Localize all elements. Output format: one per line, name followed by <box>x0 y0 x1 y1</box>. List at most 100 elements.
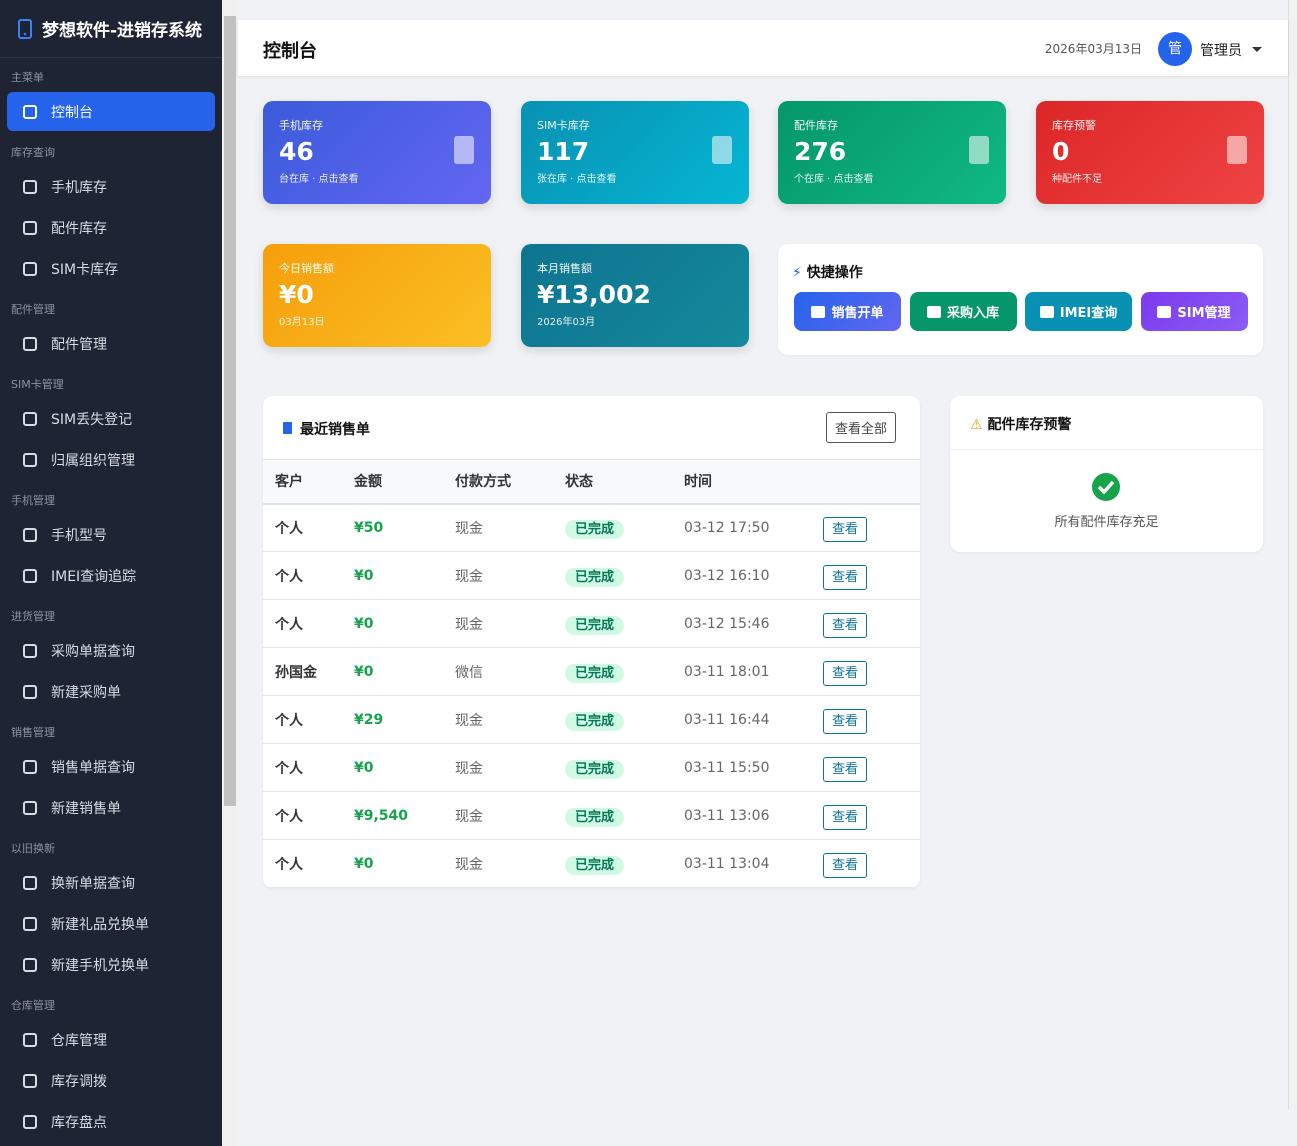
cell: 已完成 <box>565 503 684 552</box>
nav-item[interactable]: 新建采购单 <box>7 672 215 711</box>
stat-card[interactable]: SIM卡库存 117 张在库 · 点击查看 <box>521 101 749 204</box>
nav-icon <box>23 452 37 467</box>
cell: ¥9,540 <box>354 791 455 840</box>
cell: ¥0 <box>354 599 455 648</box>
nav-item[interactable]: 库存盘点 <box>7 1102 215 1141</box>
nav-item[interactable]: 新建手机兑换单 <box>7 945 215 984</box>
status-badge: 已完成 <box>565 760 625 779</box>
view-button[interactable]: 查看 <box>823 661 868 686</box>
nav-item[interactable]: 配件管理 <box>7 324 215 363</box>
nav-icon <box>23 916 37 931</box>
view-all-button[interactable]: 查看全部 <box>826 412 897 443</box>
nav-icon <box>23 336 37 351</box>
nav-item[interactable]: 库存调拨 <box>7 1061 215 1100</box>
order-row: 个人 ¥0 现金 已完成 03-11 13:04 查看 <box>263 839 920 888</box>
nav-item[interactable]: 控制台 <box>7 92 215 131</box>
cell: 查看 <box>823 695 920 744</box>
view-button[interactable]: 查看 <box>823 613 868 638</box>
nav-item[interactable]: 仓库管理 <box>7 1020 215 1059</box>
view-button[interactable]: 查看 <box>823 709 868 734</box>
stat-label: SIM卡库存 <box>537 119 590 132</box>
cell: ¥0 <box>354 647 455 696</box>
quick-button[interactable]: SIM管理 <box>1140 292 1248 331</box>
cell: 个人 <box>263 695 354 744</box>
view-button[interactable]: 查看 <box>823 757 868 782</box>
cell: 已完成 <box>565 839 684 888</box>
stat-note: 台在库 · 点击查看 <box>279 174 359 185</box>
stat-card[interactable]: 手机库存 46 台在库 · 点击查看 <box>263 101 491 204</box>
nav-icon <box>23 104 37 119</box>
stat-icon <box>712 136 732 164</box>
nav-label: 销售单据查询 <box>51 759 135 776</box>
nav-icon <box>23 179 37 194</box>
stat-icon <box>454 136 474 164</box>
nav-icon <box>23 1073 37 1088</box>
nav-item[interactable]: 销售单据查询 <box>7 747 215 786</box>
nav-item[interactable]: 换新单据查询 <box>7 863 215 902</box>
section-title: 库存查询 <box>11 146 55 159</box>
stat-card[interactable]: 配件库存 276 个在库 · 点击查看 <box>778 101 1006 204</box>
quick-panel: ⚡ 快捷操作 销售开单 采购入库 IMEI查询 SIM管理 <box>778 244 1263 355</box>
view-button[interactable]: 查看 <box>823 853 868 878</box>
nav-item[interactable]: SIM丢失登记 <box>7 399 215 438</box>
view-button[interactable]: 查看 <box>823 805 868 830</box>
orders-panel: 最近销售单 查看全部 客户 金额 付款方式 状态 时间 个人 ¥50 现金 已完成 03-12 1… <box>263 396 920 888</box>
nav-item[interactable]: 新建销售单 <box>7 788 215 827</box>
panel-title: ⚡ 快捷操作 <box>792 265 863 281</box>
cell: 个人 <box>263 551 354 600</box>
stat-icon <box>1227 136 1247 164</box>
nav-item[interactable]: 配件库存 <box>7 208 215 247</box>
column-header: 状态 <box>565 459 684 505</box>
nav-item[interactable]: 手机型号 <box>7 515 215 554</box>
scrollbar <box>222 0 238 1146</box>
cell: 查看 <box>823 839 920 888</box>
nav-item[interactable]: IMEI查询追踪 <box>7 556 215 595</box>
stat-label: 配件库存 <box>794 119 838 132</box>
quick-button[interactable]: IMEI查询 <box>1025 292 1132 331</box>
cell: 已完成 <box>565 791 684 840</box>
cell: ¥29 <box>354 695 455 744</box>
cell: 已完成 <box>565 551 684 600</box>
cell: 现金 <box>455 599 565 648</box>
cell: 查看 <box>823 647 920 696</box>
cell: 已完成 <box>565 647 684 696</box>
cell: 查看 <box>823 743 920 792</box>
user-name[interactable]: 管理员 <box>1200 43 1242 59</box>
cell: 个人 <box>263 791 354 840</box>
nav-item[interactable]: 新建礼品兑换单 <box>7 904 215 943</box>
nav-label: 新建销售单 <box>51 800 121 817</box>
nav-item[interactable]: SIM卡库存 <box>7 249 215 288</box>
page-title: 控制台 <box>263 41 317 62</box>
panel-title-text: 快捷操作 <box>806 265 863 281</box>
nav-label: IMEI查询追踪 <box>51 568 137 585</box>
nav-icon <box>23 261 37 276</box>
section-title: 仓库管理 <box>11 999 55 1012</box>
dropdown-caret[interactable] <box>1252 47 1262 57</box>
cell: 03-12 17:50 <box>684 503 823 552</box>
nav-icon <box>23 957 37 972</box>
cell: 个人 <box>263 503 354 552</box>
order-row: 个人 ¥0 现金 已完成 03-12 15:46 查看 <box>263 599 920 648</box>
quick-button[interactable]: 销售开单 <box>794 292 901 331</box>
nav-item[interactable]: 采购单据查询 <box>7 631 215 670</box>
panel-title: 最近销售单 <box>283 419 370 439</box>
cell: 03-11 16:44 <box>684 695 823 744</box>
panel-title-text: 配件库存预警 <box>987 417 1072 433</box>
avatar[interactable]: 管 <box>1158 32 1192 66</box>
view-button[interactable]: 查看 <box>823 565 868 590</box>
panel-title-text: 最近销售单 <box>300 422 370 438</box>
nav-item[interactable]: 手机库存 <box>7 167 215 206</box>
nav-label: 新建手机兑换单 <box>51 957 149 974</box>
stat-card[interactable]: 库存预警 0 种配件不足 <box>1036 101 1264 204</box>
stat-note: 种配件不足 <box>1052 174 1102 185</box>
cell: 03-11 18:01 <box>684 647 823 696</box>
column-header <box>823 459 920 505</box>
nav-icon <box>23 643 37 658</box>
stat-card: 本月销售额 ¥13,002 2026年03月 <box>521 244 749 347</box>
nav-item[interactable]: 归属组织管理 <box>7 440 215 479</box>
order-row: 个人 ¥9,540 现金 已完成 03-11 13:06 查看 <box>263 791 920 840</box>
view-button[interactable]: 查看 <box>823 517 868 543</box>
quick-button[interactable]: 采购入库 <box>909 292 1017 331</box>
status-badge: 已完成 <box>565 712 625 731</box>
nav-label: 控制台 <box>51 104 93 121</box>
